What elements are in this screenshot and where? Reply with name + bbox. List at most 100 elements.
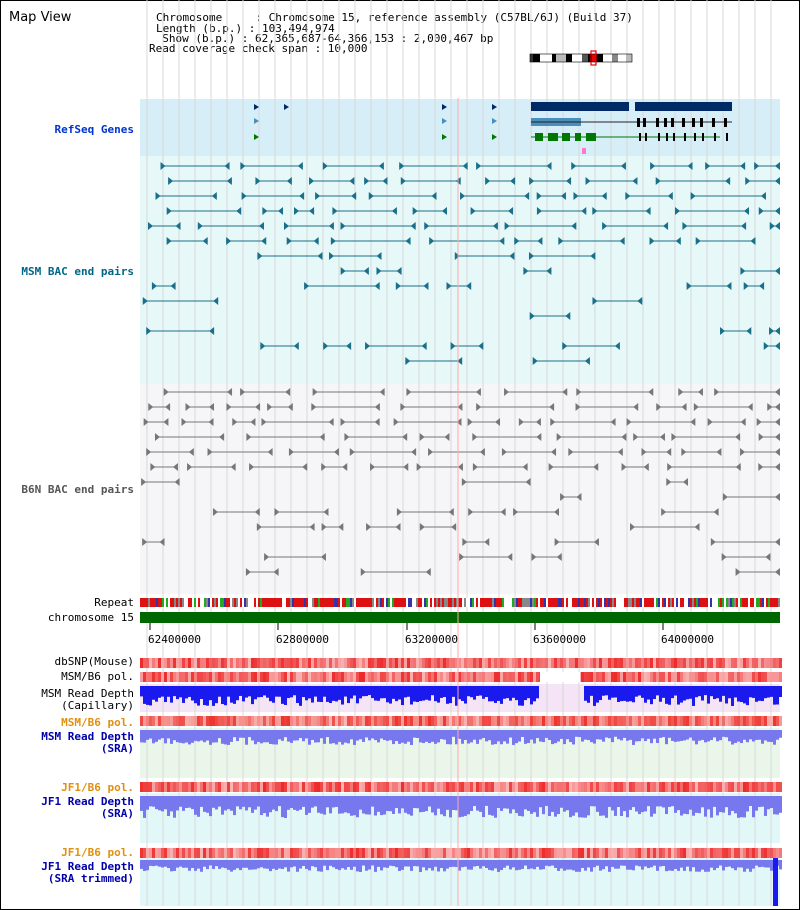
read-depth-bar [593, 796, 596, 807]
polymorphism-cell [503, 848, 506, 858]
read-depth-bar [635, 796, 638, 812]
read-depth-bar [455, 860, 458, 868]
track-label-chromosome[interactable]: chromosome 15 [47, 611, 134, 624]
read-depth-bar [392, 686, 395, 699]
track-label-msm-read-depth-sra[interactable]: MSM Read Depth (SRA) [41, 730, 134, 755]
polymorphism-cell [227, 672, 230, 682]
gene-marker [582, 148, 586, 154]
polymorphism-cell [371, 848, 374, 858]
track-label-msm-b6-pol[interactable]: MSM/B6 pol. [61, 670, 134, 683]
polymorphism-cell [527, 658, 530, 668]
b6n-bac-pair-end [250, 418, 256, 426]
msm-bac-pair-end [293, 342, 299, 350]
polymorphism-cell [185, 782, 188, 792]
polymorphism-cell [629, 848, 632, 858]
read-depth-bar [152, 860, 155, 867]
read-depth-bar [185, 686, 188, 699]
polymorphism-cell [500, 672, 503, 682]
read-depth-bar [590, 686, 593, 696]
read-depth-bar [761, 686, 764, 702]
track-label-jf1-read-depth-trimmed[interactable]: JF1 Read Depth (SRA trimmed) [41, 860, 134, 885]
polymorphism-cell [311, 658, 314, 668]
track-label-msm-b6-pol-sra[interactable]: MSM/B6 pol. [61, 716, 134, 729]
polymorphism-cell [482, 848, 485, 858]
read-depth-bar [395, 686, 398, 702]
polymorphism-cell [773, 658, 776, 668]
read-depth-bar [386, 730, 389, 741]
read-depth-bar [458, 686, 461, 700]
read-depth-bar [470, 796, 473, 811]
polymorphism-cell [263, 848, 266, 858]
read-depth-bar [371, 796, 374, 807]
msm-bac-pair-end [410, 222, 416, 230]
polymorphism-cell [662, 716, 665, 726]
polymorphism-cell [422, 716, 425, 726]
msm-bac-pair-end [758, 207, 764, 215]
polymorphism-cell [308, 658, 311, 668]
track-label-jf1-b6-pol[interactable]: JF1/B6 pol. [61, 781, 134, 794]
read-depth-bar [623, 686, 626, 701]
track-label-refseq[interactable]: RefSeq Genes [54, 123, 134, 136]
track-label-msm-read-depth-capillary[interactable]: MSM Read Depth (Capillary) [41, 687, 134, 712]
track-label-dbsnp[interactable]: dbSNP(Mouse) [54, 655, 134, 668]
read-depth-bar [656, 860, 659, 871]
b6n-bac-pair-end [681, 403, 687, 411]
read-depth-bar [518, 796, 521, 816]
read-depth-bar [428, 686, 431, 701]
repeat-segment [314, 598, 316, 607]
chromosome-ideogram[interactable] [529, 50, 633, 66]
polymorphism-cell [749, 716, 752, 726]
polymorphism-cell [608, 716, 611, 726]
repeat-segment [220, 598, 222, 607]
ideogram-band [588, 54, 592, 62]
read-depth-bar [155, 796, 158, 810]
polymorphism-cell [476, 658, 479, 668]
polymorphism-cell [767, 848, 770, 858]
read-depth-bar [746, 730, 749, 743]
polymorphism-cell [644, 848, 647, 858]
repeat-segment [600, 598, 602, 607]
read-depth-bar [461, 686, 464, 701]
gene-exon [664, 118, 667, 127]
repeat-segment [304, 598, 306, 607]
repeat-segment [288, 598, 290, 607]
track-label-msm-bac[interactable]: MSM BAC end pairs [21, 265, 134, 278]
read-depth-bar [659, 686, 662, 702]
track-label-jf1-read-depth-sra[interactable]: JF1 Read Depth (SRA) [41, 795, 134, 820]
track-label-b6n-bac[interactable]: B6N BAC end pairs [21, 483, 134, 496]
read-depth-bar [638, 796, 641, 815]
read-depth-bar [716, 796, 719, 816]
read-depth-bar [482, 796, 485, 818]
repeat-segment [390, 598, 392, 607]
read-depth-bar [455, 796, 458, 811]
track-label-jf1-b6-pol-2[interactable]: JF1/B6 pol. [61, 846, 134, 859]
read-depth-bar [179, 796, 182, 807]
polymorphism-cell [488, 658, 491, 668]
read-depth-bar [446, 796, 449, 810]
polymorphism-cell [305, 848, 308, 858]
msm-bac-pair-end [261, 237, 267, 245]
msm-bac-pair-end [529, 177, 535, 185]
b6n-bac-pair-end [340, 418, 346, 426]
b6n-bac-pair-end [459, 553, 465, 561]
repeat-segment [174, 598, 176, 607]
read-depth-bar [761, 730, 764, 744]
repeat-segment [740, 598, 742, 607]
polymorphism-cell [755, 782, 758, 792]
polymorphism-cell [293, 848, 296, 858]
read-depth-bar [329, 686, 332, 704]
polymorphism-cell [755, 716, 758, 726]
polymorphism-cell [362, 782, 365, 792]
polymorphism-cell [758, 658, 761, 668]
polymorphism-cell [608, 672, 611, 682]
read-depth-bar [614, 796, 617, 816]
polymorphism-cell [518, 848, 521, 858]
read-depth-bar [377, 796, 380, 812]
msm-bac-pair-end [460, 192, 466, 200]
track-label-repeat[interactable]: Repeat [94, 596, 134, 609]
msm-bac-pair-end [175, 222, 181, 230]
polymorphism-cell [644, 782, 647, 792]
polymorphism-cell [653, 848, 656, 858]
repeat-segment [516, 598, 518, 607]
